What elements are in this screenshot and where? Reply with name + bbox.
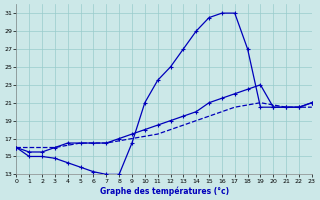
X-axis label: Graphe des températures (°c): Graphe des températures (°c) (100, 186, 229, 196)
